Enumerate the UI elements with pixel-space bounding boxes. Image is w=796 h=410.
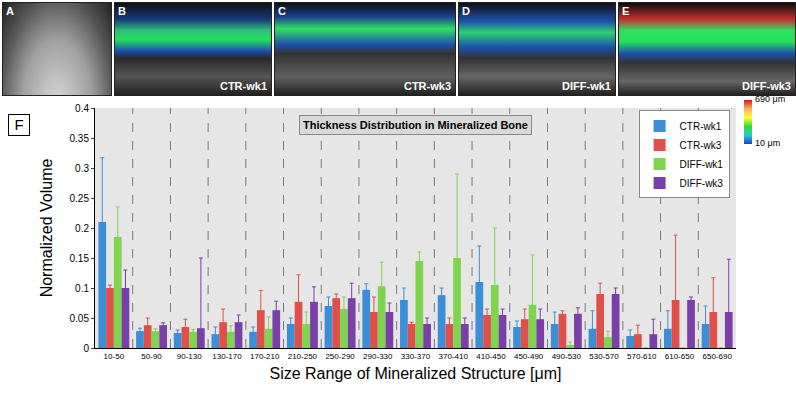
svg-text:0.1: 0.1 — [75, 283, 89, 294]
html-text:E: E — [622, 5, 630, 17]
svg-text:410-450: 410-450 — [476, 352, 506, 361]
svg-text:370-410: 370-410 — [439, 352, 469, 361]
svg-text:Thickness Distribution in Mine: Thickness Distribution in Mineralized Bo… — [303, 119, 528, 131]
svg-text:CTR-wk1: CTR-wk1 — [680, 121, 722, 132]
svg-text:210-250: 210-250 — [288, 352, 318, 361]
html-text:D: D — [462, 5, 470, 17]
html-text:C: C — [278, 5, 286, 17]
html-text:DIFF-wk3: DIFF-wk3 — [742, 80, 791, 92]
svg-text:0.25: 0.25 — [70, 193, 90, 204]
svg-text:DIFF-wk3: DIFF-wk3 — [680, 178, 724, 189]
svg-text:0.4: 0.4 — [75, 103, 89, 114]
html-text:690 μm: 690 μm — [755, 94, 786, 104]
svg-text:90-130: 90-130 — [177, 352, 202, 361]
svg-text:0.35: 0.35 — [70, 133, 90, 144]
svg-text:Normalized Volume: Normalized Volume — [38, 159, 55, 298]
svg-text:250-290: 250-290 — [325, 352, 355, 361]
html-text:B: B — [118, 5, 126, 17]
html-text:F: F — [14, 116, 24, 133]
svg-text:170-210: 170-210 — [250, 352, 280, 361]
svg-text:50-90: 50-90 — [141, 352, 162, 361]
svg-text:DIFF-wk1: DIFF-wk1 — [680, 159, 724, 170]
svg-text:CTR-wk3: CTR-wk3 — [680, 140, 722, 151]
html-text:DIFF-wk1: DIFF-wk1 — [562, 80, 611, 92]
svg-text:0.2: 0.2 — [75, 223, 89, 234]
svg-text:290-330: 290-330 — [363, 352, 393, 361]
html-text:CTR-wk1: CTR-wk1 — [219, 80, 267, 92]
svg-text:330-370: 330-370 — [401, 352, 431, 361]
svg-text:0.3: 0.3 — [75, 163, 89, 174]
svg-text:610-650: 610-650 — [665, 352, 695, 361]
svg-text:130-170: 130-170 — [212, 352, 242, 361]
svg-text:Size Range of Mineralized Stru: Size Range of Mineralized Structure [μm] — [269, 365, 561, 382]
svg-text:450-490: 450-490 — [514, 352, 544, 361]
svg-text:10-50: 10-50 — [104, 352, 125, 361]
svg-text:530-570: 530-570 — [589, 352, 619, 361]
svg-text:0: 0 — [83, 343, 89, 354]
svg-text:650-690: 650-690 — [702, 352, 732, 361]
svg-text:0.15: 0.15 — [70, 253, 90, 264]
html-text:10 μm: 10 μm — [755, 138, 781, 148]
html-text:A: A — [6, 5, 14, 17]
svg-text:490-530: 490-530 — [552, 352, 582, 361]
html-text:CTR-wk3: CTR-wk3 — [403, 80, 451, 92]
svg-text:570-610: 570-610 — [627, 352, 657, 361]
svg-text:0.05: 0.05 — [70, 313, 90, 324]
